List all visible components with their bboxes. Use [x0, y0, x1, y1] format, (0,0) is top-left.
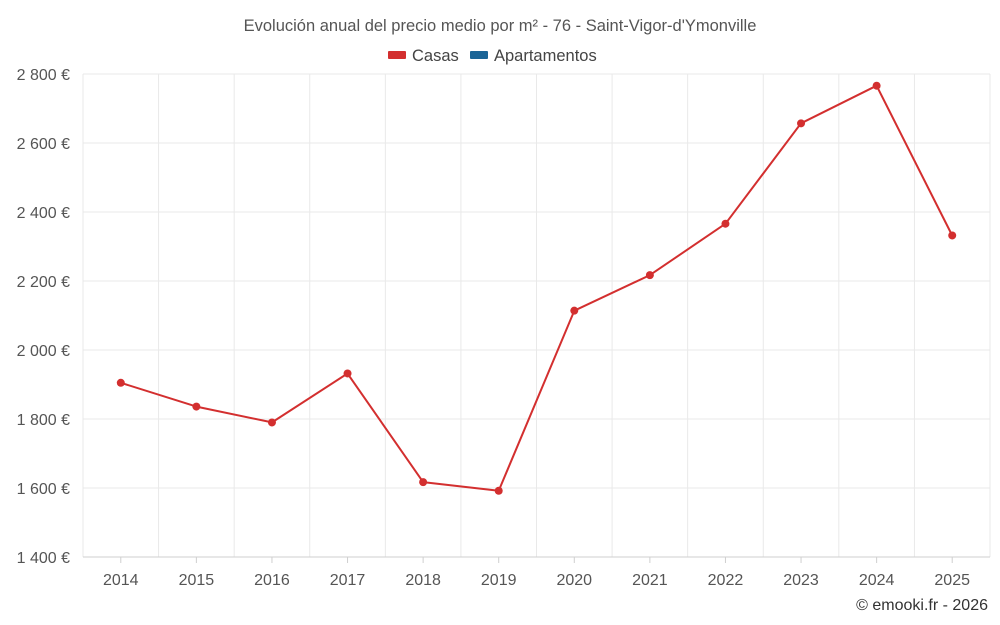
credit-text: © emooki.fr - 2026 [856, 597, 988, 614]
chart-title: Evolución anual del precio medio por m² … [244, 17, 757, 35]
x-tick-label: 2019 [481, 572, 517, 589]
legend: Casas Apartamentos [388, 47, 597, 65]
x-tick-label: 2024 [859, 572, 895, 589]
data-point[interactable] [645, 271, 654, 280]
y-tick-label: 2 600 € [17, 136, 70, 153]
x-axis: 2014 2015 2016 2017 2018 2019 2020 2021 2022 2023… [103, 557, 970, 589]
y-tick-label: 2 200 € [17, 274, 70, 291]
data-point[interactable] [116, 378, 125, 387]
y-tick-label: 2 800 € [17, 67, 70, 84]
data-point[interactable] [267, 418, 276, 427]
legend-item-casas[interactable]: Casas [388, 47, 459, 65]
data-point[interactable] [343, 369, 352, 378]
legend-swatch [470, 51, 488, 59]
data-point[interactable] [797, 119, 806, 128]
x-tick-label: 2022 [708, 572, 744, 589]
y-tick-label: 1 800 € [17, 412, 70, 429]
y-axis: 1 400 € 1 600 € 1 800 € 2 000 € 2 200 € 2 400… [17, 67, 70, 567]
x-tick-label: 2023 [783, 572, 819, 589]
legend-label: Apartamentos [494, 47, 597, 65]
series-layer [116, 81, 957, 495]
data-point[interactable] [419, 478, 428, 487]
x-tick-label: 2020 [556, 572, 592, 589]
x-tick-label: 2017 [330, 572, 366, 589]
data-point[interactable] [192, 402, 201, 411]
data-point[interactable] [570, 306, 579, 315]
x-tick-label: 2018 [405, 572, 441, 589]
x-tick-label: 2025 [934, 572, 970, 589]
y-tick-label: 1 400 € [17, 550, 70, 567]
y-tick-label: 2 400 € [17, 205, 70, 222]
data-point[interactable] [721, 219, 730, 228]
y-tick-label: 2 000 € [17, 343, 70, 360]
y-tick-label: 1 600 € [17, 481, 70, 498]
x-tick-label: 2015 [179, 572, 215, 589]
grid [82, 73, 991, 558]
x-tick-label: 2016 [254, 572, 290, 589]
data-point[interactable] [494, 486, 503, 495]
x-tick-label: 2021 [632, 572, 668, 589]
data-point[interactable] [872, 81, 881, 90]
x-tick-label: 2014 [103, 572, 139, 589]
data-point[interactable] [948, 231, 957, 240]
legend-label: Casas [412, 47, 459, 65]
series-line-casas [120, 84, 954, 492]
legend-item-apartamentos[interactable]: Apartamentos [470, 47, 597, 65]
legend-swatch [388, 51, 406, 59]
